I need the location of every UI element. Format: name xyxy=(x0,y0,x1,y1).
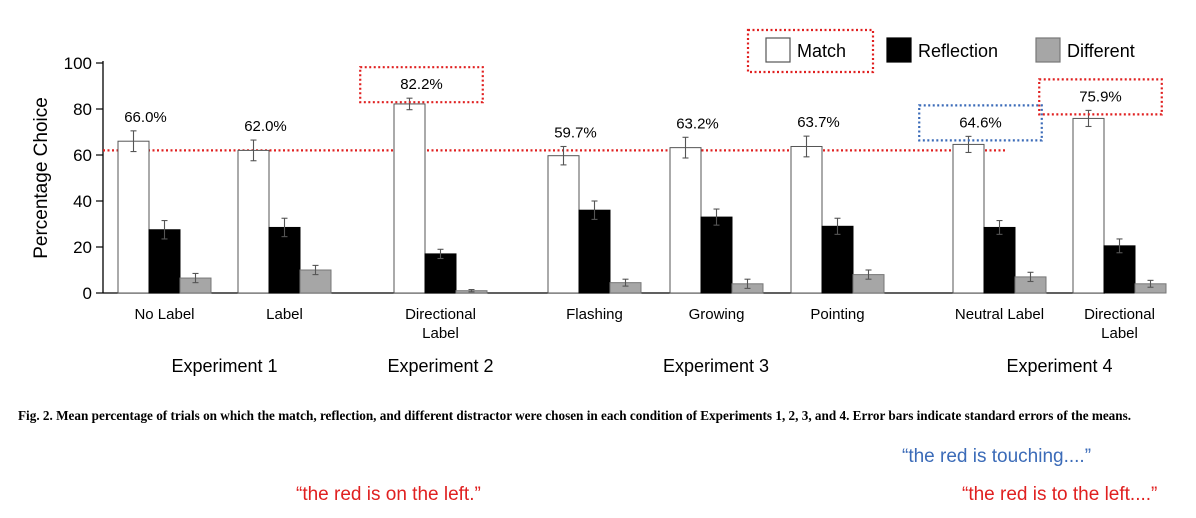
value-label: 64.6% xyxy=(959,114,1002,131)
bar-match xyxy=(669,147,702,294)
bar-reflection xyxy=(821,225,854,294)
bar-match xyxy=(393,103,426,294)
bar-match xyxy=(117,140,150,294)
value-label: 66.0% xyxy=(124,109,167,126)
y-tick-label: 100 xyxy=(64,54,92,73)
y-tick-label: 0 xyxy=(83,284,92,303)
highlight-box xyxy=(918,104,1043,142)
legend-swatch-different xyxy=(1035,37,1061,63)
y-axis-label: Percentage Choice xyxy=(31,97,52,259)
bars xyxy=(117,97,1167,294)
bar-reflection xyxy=(578,209,611,294)
legend-swatch-match xyxy=(765,37,791,63)
legend-label-different: Different xyxy=(1067,41,1135,61)
y-tick-label: 60 xyxy=(73,146,92,165)
bar-match xyxy=(790,145,823,294)
highlight-boxes xyxy=(359,28,1163,142)
category-label: Directional xyxy=(405,306,476,323)
group-label: Experiment 4 xyxy=(1006,356,1112,376)
group-label: Experiment 3 xyxy=(663,356,769,376)
category-label: Neutral Label xyxy=(955,306,1044,323)
legend-swatch-reflection xyxy=(886,37,912,63)
y-tick-label: 20 xyxy=(73,238,92,257)
bar-chart: 0 20 40 60 80 100 Percentage Choice 66.0% No La… xyxy=(31,28,1167,376)
value-label: 63.2% xyxy=(676,115,719,132)
quote-touching: “the red is touching....” xyxy=(902,446,1092,467)
bar-match xyxy=(547,155,580,294)
bar-reflection xyxy=(700,216,733,294)
bar-reflection xyxy=(424,253,457,294)
bar-reflection xyxy=(1103,245,1136,294)
group-label: Experiment 2 xyxy=(387,356,493,376)
y-tick-label: 80 xyxy=(73,100,92,119)
legend-label-match: Match xyxy=(797,41,846,61)
caption-prefix: Fig. 2. xyxy=(18,408,53,423)
group-label: Experiment 1 xyxy=(171,356,277,376)
bar-reflection xyxy=(268,226,301,294)
category-label: Growing xyxy=(689,306,745,323)
category-label: Label xyxy=(422,325,459,342)
highlight-box xyxy=(359,66,484,104)
category-label: Pointing xyxy=(810,306,864,323)
y-tick-label: 40 xyxy=(73,192,92,211)
category-label: Flashing xyxy=(566,306,623,323)
value-label: 82.2% xyxy=(400,76,443,93)
bar-match xyxy=(952,143,985,294)
category-label: Directional xyxy=(1084,306,1155,323)
category-label: No Label xyxy=(134,306,194,323)
highlight-box xyxy=(746,28,875,74)
caption-text: Mean percentage of trials on which the m… xyxy=(56,408,1132,423)
category-label: Label xyxy=(1101,325,1138,342)
figure-caption: Fig. 2. Mean percentage of trials on whi… xyxy=(18,406,1188,425)
legend: Match Reflection Different xyxy=(765,37,1135,63)
labels: 66.0% No Label 62.0% Label 82.2% Directional L… xyxy=(124,76,1155,376)
bar-match xyxy=(1072,117,1105,294)
quote-on-the-left: “the red is on the left.” xyxy=(296,484,481,505)
quote-to-the-left: “the red is to the left....” xyxy=(962,484,1158,505)
value-label: 75.9% xyxy=(1079,88,1122,105)
highlight-box xyxy=(1038,78,1163,116)
value-label: 63.7% xyxy=(797,114,840,131)
value-label: 59.7% xyxy=(554,124,597,141)
bar-reflection xyxy=(983,226,1016,294)
legend-label-reflection: Reflection xyxy=(918,41,998,61)
category-label: Label xyxy=(266,306,303,323)
value-label: 62.0% xyxy=(244,118,287,135)
bar-match xyxy=(237,149,270,294)
